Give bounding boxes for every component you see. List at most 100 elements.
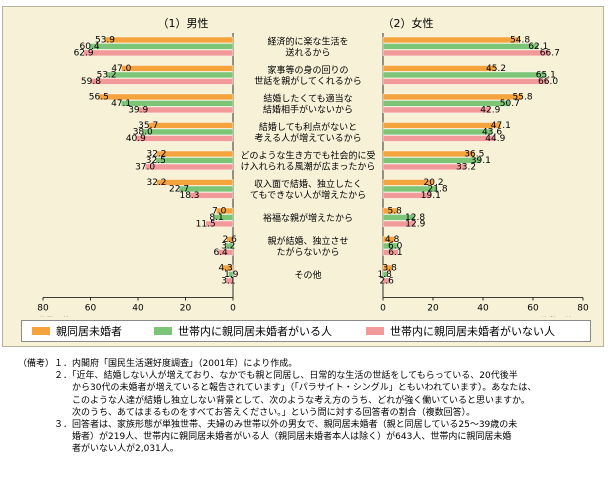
data-label: 60.4 [80, 42, 100, 52]
bar [148, 122, 234, 129]
bar [382, 36, 521, 44]
bar [382, 43, 539, 50]
bar [226, 236, 234, 243]
legend-item-series-3: 世帯内に親同居未婚者がいない人 [366, 325, 555, 339]
bar [156, 150, 234, 158]
bar [156, 179, 234, 186]
bar [382, 100, 510, 107]
x-tick-label: 0 [380, 304, 386, 314]
bar [382, 242, 399, 250]
data-label: 40.9 [126, 134, 146, 144]
notes-line: ２．「近年、結婚しない人が増えており、なかでも親と同居し、日常的な生活の世話をし… [18, 371, 518, 382]
panel-title: （1）男性 [158, 16, 209, 30]
legend-label: 世帯内に親同居未婚者がいる人 [178, 325, 332, 338]
bar [382, 157, 481, 164]
data-label: 2.6 [222, 235, 237, 245]
notes-line: から30代の未婚者が増えていると報告されています」（「パラサイト・シングル」とも… [18, 383, 537, 394]
data-label: 4.8 [385, 235, 400, 245]
data-label: 3.2 [221, 242, 235, 252]
bar [138, 106, 234, 114]
bar [106, 71, 234, 79]
legend-label: 世帯内に親同居未婚者がいない人 [390, 325, 555, 338]
category-label: 親が結婚、独立させ [267, 235, 348, 247]
data-label: 6.0 [388, 242, 403, 252]
x-tick-label: 40 [477, 304, 489, 314]
legend: 親同居未婚者 世帯内に親同居未婚者がいる人 世帯内に親同居未婚者がいない人 [21, 320, 591, 342]
data-label: 65.1 [536, 71, 556, 81]
x-tick-label: 20 [427, 304, 439, 314]
data-label: 3.8 [383, 264, 398, 274]
data-label: 45.2 [486, 64, 506, 74]
category-label: 結婚しても利点がないと [259, 121, 357, 133]
bar [142, 128, 234, 136]
bar [382, 249, 399, 256]
data-label: 47.1 [491, 121, 511, 131]
category-label: その他 [294, 269, 321, 281]
data-label: 59.8 [81, 77, 101, 87]
data-label: 1.8 [378, 270, 393, 280]
data-label: 53.2 [97, 71, 117, 81]
category-label: 世話を親がしてくれるから [254, 75, 361, 87]
notes-line: このような人達が結婚し独立しない背景として、次のような考え方のうち、どれが強く働… [18, 395, 530, 406]
data-label: 39.9 [128, 106, 148, 116]
bar [83, 49, 234, 57]
data-label: 20.2 [424, 178, 444, 188]
data-label: 1.9 [224, 270, 239, 280]
bar [382, 150, 475, 158]
bar [382, 106, 491, 114]
data-label: 66.7 [540, 49, 560, 59]
bar [382, 220, 416, 228]
data-label: 62.9 [74, 49, 94, 59]
bar [382, 192, 431, 199]
legend-item-series-1: 親同居未婚者 [32, 325, 122, 339]
data-label: 3.1 [221, 277, 235, 287]
category-label: 裕福な親が増えたから [263, 212, 353, 224]
bar [382, 264, 393, 272]
bar [382, 122, 501, 129]
data-label: 12.9 [405, 220, 425, 230]
bar [217, 249, 234, 256]
bar [222, 264, 234, 272]
panel-title: （2）女性 [383, 16, 434, 30]
data-label: 37.0 [135, 163, 155, 173]
category-label: どのような生き方でも社会的に受 [240, 149, 375, 161]
bar [121, 65, 234, 72]
data-label: 19.1 [421, 191, 441, 201]
notes-line: 次のうち、あてはまるものをすべてお答えください。」という問に対する回答者の割合（… [18, 407, 476, 418]
data-label: 33.2 [456, 163, 476, 173]
data-label: 36.5 [464, 150, 484, 160]
category-label: たがらないから [276, 246, 339, 258]
data-label: 21.8 [428, 185, 448, 195]
data-label: 12.8 [405, 213, 425, 223]
data-label: 47.1 [111, 99, 131, 109]
butterfly-chart: （1）男性 80 60 40 20 0 （%：複数回答） 53.9 47.0 56.5 35.7 32… [15, 16, 589, 318]
bar [382, 65, 497, 72]
bar [178, 185, 234, 193]
notes-line: （備考）１．内閣府「国民生活選好度調査」（2001年）により作成。 [18, 359, 298, 369]
category-label: 結婚したくても適当な [263, 92, 352, 104]
data-label: 11.5 [196, 220, 216, 230]
bar [382, 163, 467, 171]
data-label: 50.7 [500, 99, 520, 109]
data-label: 32.2 [146, 150, 166, 160]
bar [120, 100, 234, 107]
data-label: 56.5 [89, 93, 109, 103]
category-label: 経済的に楽な生活を [267, 35, 348, 47]
notes: （備考）１．内閣府「国民生活選好度調査」（2001年）により作成。 ２．「近年、… [18, 358, 598, 468]
bar [189, 192, 234, 199]
data-label: 7.0 [212, 207, 227, 217]
bar [104, 36, 234, 44]
data-label: 43.6 [482, 128, 502, 138]
data-label: 32.2 [146, 178, 166, 188]
bar [98, 93, 234, 101]
x-tick-label: 80 [577, 304, 589, 314]
x-tick-label: 20 [180, 304, 192, 314]
x-tick-label: 60 [85, 304, 97, 314]
bar [144, 163, 234, 171]
bar [382, 207, 398, 215]
unit-label: （%：複数回答） [517, 316, 581, 318]
bar [382, 135, 496, 142]
category-label: 結婚相手がいないから [263, 103, 353, 115]
bar [382, 271, 388, 278]
legend-item-series-2: 世帯内に親同居未婚者がいる人 [154, 325, 332, 339]
